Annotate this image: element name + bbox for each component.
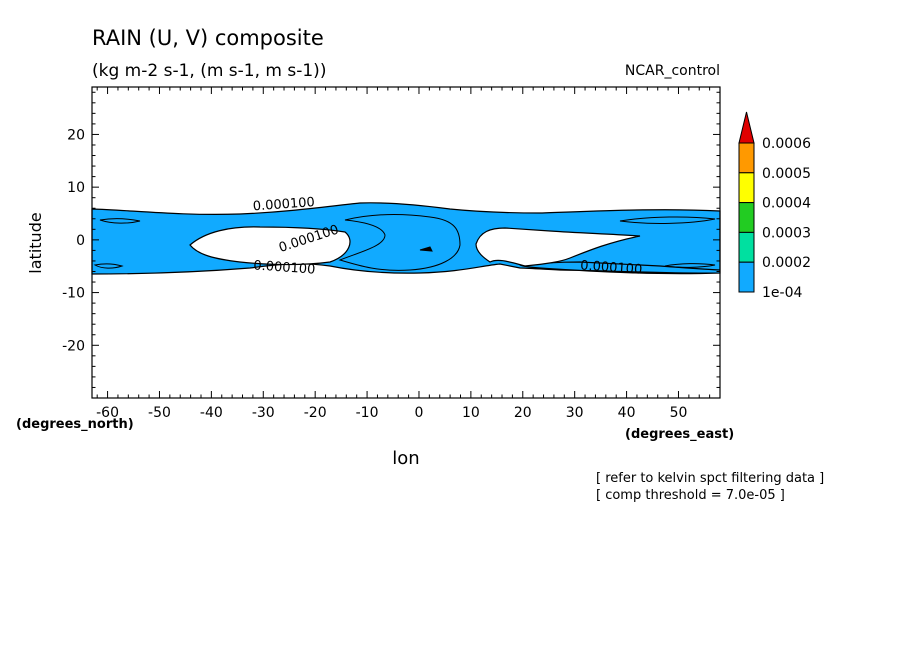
contour-label: 0.000100 [580, 258, 643, 277]
colorbar-swatch [738, 172, 755, 204]
x-tick-label: 0 [415, 405, 424, 421]
inner-contour-west [99, 218, 141, 224]
x-tick-label: 10 [462, 405, 480, 421]
contour-label: 0.000100 [253, 258, 316, 277]
x-tick-label: -50 [148, 405, 171, 421]
plot-frame [91, 86, 721, 399]
x-tick-label: 40 [618, 405, 636, 421]
colorbar-arrow [738, 111, 755, 144]
colorbar-swatch [738, 231, 755, 263]
inner-contour-se [664, 263, 716, 268]
y-tick-label: 10 [67, 180, 85, 196]
low-rain-hole-east [475, 227, 641, 267]
x-tick-label: 50 [670, 405, 688, 421]
colorbar-label: 1e-04 [762, 285, 802, 301]
x-axis-title: lon [392, 448, 419, 469]
inner-contour-east [619, 216, 716, 224]
x-axis-units: (degrees_east) [625, 427, 734, 442]
x-tick-label: -20 [304, 405, 327, 421]
inner-contour-center [338, 214, 461, 271]
colorbar-label: 0.0002 [762, 255, 811, 271]
chart-subtitle: (kg m-2 s-1, (m s-1, m s-1)) [92, 61, 326, 81]
y-axis-units: (degrees_north) [16, 417, 134, 432]
contour-fill-layer [91, 202, 721, 275]
colorbar-swatch [738, 142, 755, 174]
chart-title: RAIN (U, V) composite [92, 26, 324, 50]
colorbar-label: 0.0005 [762, 166, 811, 182]
colorbar-swatch [738, 261, 755, 293]
y-tick-label: -20 [62, 338, 85, 354]
inner-contour-sw [93, 263, 124, 269]
colorbar-label: 0.0006 [762, 136, 811, 152]
colorbar-swatch [738, 202, 755, 233]
x-tick-label: -40 [200, 405, 223, 421]
y-tick-label: 0 [76, 233, 85, 249]
note-filter: [ refer to kelvin spct filtering data ] [596, 471, 824, 486]
colorbar-label: 0.0003 [762, 225, 811, 241]
x-tick-label: -60 [96, 405, 119, 421]
contour-label: 0.000100 [252, 195, 315, 214]
colorbar: 0.0006 0.0005 0.0004 0.0003 0.0002 1e-04 [738, 111, 811, 301]
dataset-label: NCAR_control [625, 63, 720, 79]
y-axis-title: latitude [26, 212, 45, 273]
note-threshold: [ comp threshold = 7.0e-05 ] [596, 488, 785, 503]
colorbar-label: 0.0004 [762, 196, 811, 212]
y-tick-label: -10 [62, 286, 85, 302]
x-tick-label: -10 [356, 405, 379, 421]
axis-ticks-layer: -60 -50 -40 -30 -20 -10 0 10 20 30 40 50 20 10 0 -10 -20 [62, 87, 721, 421]
x-tick-label: 20 [514, 405, 532, 421]
x-tick-label: -30 [252, 405, 275, 421]
low-rain-hole-west [189, 226, 351, 266]
y-tick-label: 20 [67, 127, 85, 143]
small-maximum-mark [419, 246, 433, 252]
x-tick-label: 30 [566, 405, 584, 421]
